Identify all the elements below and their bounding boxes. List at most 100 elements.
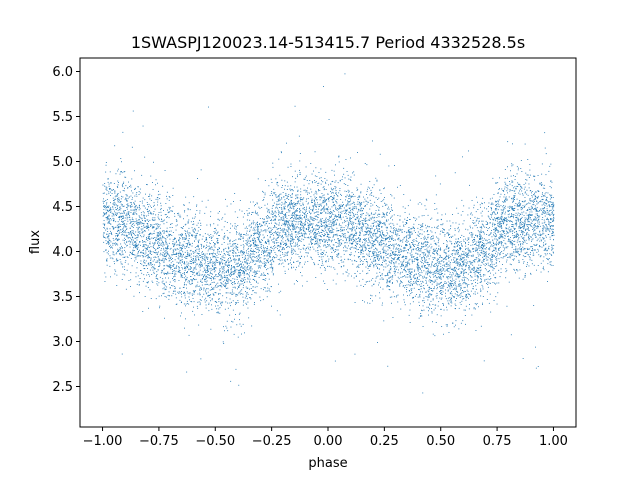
data-point bbox=[480, 269, 482, 271]
data-point bbox=[332, 225, 334, 227]
data-point bbox=[410, 277, 412, 279]
data-point bbox=[222, 301, 224, 303]
data-point bbox=[310, 213, 311, 215]
data-point bbox=[315, 204, 317, 206]
data-point bbox=[339, 204, 340, 206]
data-point bbox=[330, 226, 332, 228]
data-point bbox=[341, 261, 343, 263]
data-point bbox=[392, 291, 394, 293]
data-point bbox=[288, 221, 290, 223]
data-point bbox=[385, 220, 387, 222]
data-point bbox=[187, 292, 189, 294]
data-point bbox=[454, 275, 456, 277]
data-point bbox=[341, 243, 343, 245]
data-point bbox=[106, 260, 108, 261]
data-point bbox=[135, 223, 137, 225]
data-point bbox=[420, 275, 422, 276]
data-point bbox=[476, 235, 478, 237]
data-point bbox=[490, 241, 492, 243]
data-point bbox=[257, 222, 258, 223]
data-point bbox=[458, 231, 460, 233]
data-point bbox=[169, 266, 171, 267]
data-point bbox=[263, 251, 264, 253]
data-point bbox=[305, 249, 307, 251]
data-point bbox=[277, 203, 279, 205]
data-point bbox=[510, 229, 512, 231]
data-point bbox=[205, 275, 207, 277]
data-point bbox=[344, 233, 346, 234]
data-point bbox=[495, 218, 496, 220]
data-point bbox=[205, 271, 206, 273]
data-point bbox=[335, 222, 337, 224]
data-point bbox=[464, 309, 466, 311]
data-point bbox=[332, 199, 333, 201]
data-point bbox=[295, 236, 296, 238]
data-point bbox=[422, 276, 423, 278]
data-point bbox=[195, 237, 197, 239]
data-point bbox=[192, 310, 194, 312]
data-point bbox=[464, 278, 465, 280]
data-point bbox=[213, 294, 215, 296]
data-point bbox=[346, 238, 347, 240]
data-point bbox=[553, 213, 555, 215]
data-point bbox=[259, 241, 261, 243]
data-point bbox=[471, 234, 473, 236]
data-point bbox=[477, 292, 479, 294]
data-point bbox=[180, 234, 181, 236]
data-point bbox=[252, 290, 254, 291]
data-point bbox=[547, 258, 548, 260]
data-point bbox=[538, 254, 540, 256]
data-point bbox=[264, 229, 266, 230]
data-point bbox=[282, 235, 283, 237]
data-point bbox=[351, 230, 353, 232]
data-point bbox=[282, 248, 284, 250]
data-point bbox=[331, 189, 333, 191]
data-point bbox=[336, 219, 338, 220]
data-point bbox=[523, 239, 525, 241]
data-point bbox=[106, 228, 108, 230]
data-point bbox=[130, 206, 132, 208]
data-point bbox=[390, 222, 392, 224]
data-point bbox=[507, 236, 509, 237]
data-point bbox=[258, 206, 260, 208]
data-point bbox=[150, 251, 152, 253]
data-point bbox=[488, 282, 490, 284]
data-point bbox=[182, 261, 184, 263]
data-point bbox=[475, 244, 477, 245]
data-point bbox=[388, 281, 390, 283]
data-point bbox=[404, 266, 406, 268]
data-point bbox=[115, 233, 117, 234]
data-point bbox=[205, 257, 207, 259]
data-point bbox=[389, 286, 390, 287]
data-point bbox=[125, 232, 127, 234]
data-point bbox=[474, 268, 476, 270]
data-point bbox=[397, 281, 398, 283]
data-point bbox=[388, 264, 390, 266]
data-point bbox=[250, 298, 252, 300]
data-point bbox=[304, 189, 306, 191]
data-point bbox=[305, 211, 307, 212]
data-point bbox=[268, 217, 270, 219]
data-point bbox=[434, 226, 435, 228]
data-point bbox=[352, 241, 354, 242]
data-point bbox=[520, 185, 521, 187]
data-point bbox=[403, 248, 405, 250]
data-point bbox=[247, 277, 249, 279]
data-point bbox=[169, 196, 171, 198]
data-point bbox=[250, 234, 252, 236]
data-point bbox=[137, 206, 139, 208]
data-point bbox=[134, 170, 135, 172]
data-point bbox=[241, 278, 243, 280]
data-point bbox=[410, 283, 412, 285]
data-point bbox=[493, 249, 494, 251]
data-point bbox=[174, 267, 176, 269]
data-point bbox=[403, 259, 405, 261]
data-point bbox=[200, 287, 202, 288]
data-point bbox=[442, 267, 443, 269]
data-point bbox=[116, 243, 118, 245]
data-point bbox=[524, 191, 526, 193]
data-point bbox=[160, 214, 162, 216]
data-point bbox=[148, 221, 149, 222]
data-point bbox=[423, 300, 425, 302]
data-point bbox=[544, 249, 546, 251]
